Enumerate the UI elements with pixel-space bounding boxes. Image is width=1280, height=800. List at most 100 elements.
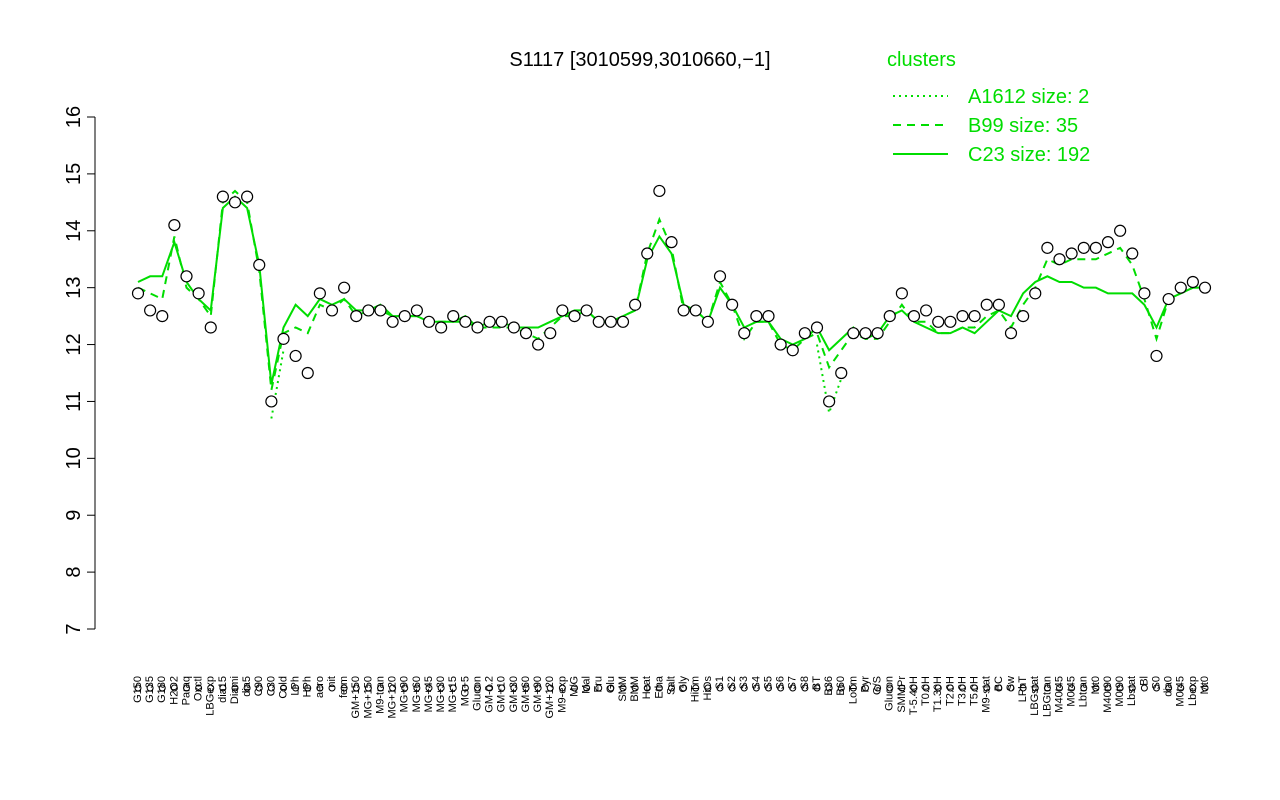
rug-mark <box>1104 684 1112 692</box>
x-tick-label: G180 <box>156 676 168 703</box>
x-tick-label: dia15 <box>217 676 229 703</box>
data-point <box>180 270 193 283</box>
data-point <box>713 270 727 283</box>
rug-mark <box>643 684 651 692</box>
x-tick-label: Diami <box>229 676 241 704</box>
x-tick-label: M0t90 <box>1114 676 1126 707</box>
rug-mark <box>1031 684 1039 692</box>
x-tick-label: Pyr <box>859 676 871 693</box>
x-tick-label: LBGtran <box>1041 676 1053 717</box>
data-point <box>483 315 496 328</box>
rug-mark <box>983 684 991 692</box>
x-tick-label: T0.0H <box>920 676 932 706</box>
rug-mark <box>1092 684 1100 692</box>
x-tick-label: Gly <box>678 676 690 693</box>
x-tick-label: GM+60 <box>520 676 532 712</box>
x-tick-label: GM-0.2 <box>484 676 496 713</box>
data-point <box>980 298 993 311</box>
x-tick-label: S5 <box>762 676 774 689</box>
x-tick-label: HPh <box>302 676 314 697</box>
rug-mark <box>449 684 457 692</box>
rug-mark <box>280 684 287 692</box>
rug-mark <box>716 684 724 692</box>
legend-title: clusters <box>887 49 956 71</box>
data-point <box>350 310 363 323</box>
rug-mark <box>837 684 845 692</box>
x-tick-label: SMM <box>617 676 629 702</box>
data-point <box>1017 310 1030 323</box>
data-point <box>677 304 690 317</box>
rug-mark <box>401 684 409 692</box>
data-point <box>265 395 278 408</box>
x-tick-label: LPhT <box>1017 676 1029 703</box>
x-tick-label: S8 <box>799 676 811 689</box>
rug-mark <box>971 684 979 692</box>
rug-mark <box>1153 684 1160 692</box>
x-tick-label: LPh <box>290 676 302 696</box>
data-point <box>689 304 702 317</box>
data-point <box>204 321 217 334</box>
data-point <box>556 304 569 317</box>
data-point <box>616 315 630 328</box>
x-tick-label: GM+30 <box>508 676 520 712</box>
data-point <box>823 395 836 408</box>
rug-mark <box>680 684 688 692</box>
data-point <box>774 338 787 351</box>
x-tick-label: G/S <box>872 676 884 695</box>
x-tick-label: MG+15 <box>447 676 459 712</box>
rug-mark <box>195 684 203 692</box>
rug-mark <box>1165 684 1173 692</box>
data-point <box>568 310 581 323</box>
x-tick-label: S0 <box>1150 676 1162 689</box>
x-tick-label: HiOs <box>702 676 714 701</box>
data-point <box>701 315 714 328</box>
data-point <box>944 315 957 328</box>
rug-mark <box>1140 684 1148 692</box>
data-point <box>519 327 533 340</box>
data-point <box>1198 281 1212 294</box>
data-point <box>435 321 448 334</box>
rug-mark <box>825 684 833 692</box>
data-point <box>1126 247 1139 260</box>
rug-mark <box>789 684 797 692</box>
rug-mark <box>1128 684 1136 692</box>
y-tick-label: 11 <box>63 391 85 412</box>
rug-mark <box>158 684 166 692</box>
data-point <box>1101 236 1115 249</box>
x-tick-label: GM+10 <box>496 676 508 712</box>
x-tick-label: GM+90 <box>532 676 544 712</box>
data-point <box>241 190 254 203</box>
x-tick-label: M9-exp <box>556 676 568 713</box>
rug-mark <box>170 684 178 692</box>
x-tick-label: S7 <box>787 676 799 689</box>
x-tick-label: Fru <box>593 676 605 693</box>
y-tick-label: 15 <box>63 163 85 185</box>
rug-mark <box>704 684 712 692</box>
x-tick-label: Sw <box>1005 676 1017 691</box>
rug-mark <box>219 684 227 692</box>
rug-mark <box>995 684 1003 692</box>
chart-title: S1117 [3010599,3010660,−1] <box>509 49 770 71</box>
legend-label: C23 size: 192 <box>968 144 1090 166</box>
data-point <box>580 304 593 317</box>
data-point <box>1114 224 1127 237</box>
x-tick-label: Mal <box>581 676 593 694</box>
rug-mark <box>461 684 469 692</box>
data-point <box>1150 349 1163 363</box>
data-point <box>1053 253 1066 266</box>
data-point <box>1065 247 1078 260</box>
data-point <box>859 327 872 340</box>
data-point <box>459 315 472 328</box>
rug-mark <box>377 684 384 692</box>
rug-mark <box>571 684 578 692</box>
rug-mark <box>619 684 627 692</box>
x-tick-label: Heat <box>641 676 653 699</box>
rug-mark <box>1056 684 1063 692</box>
x-tick-label: S3 <box>738 676 750 689</box>
data-point <box>750 310 763 323</box>
data-point <box>592 315 605 328</box>
rug-mark <box>304 684 312 692</box>
x-tick-label: LBGexp <box>205 676 217 716</box>
rug-mark <box>340 684 348 692</box>
